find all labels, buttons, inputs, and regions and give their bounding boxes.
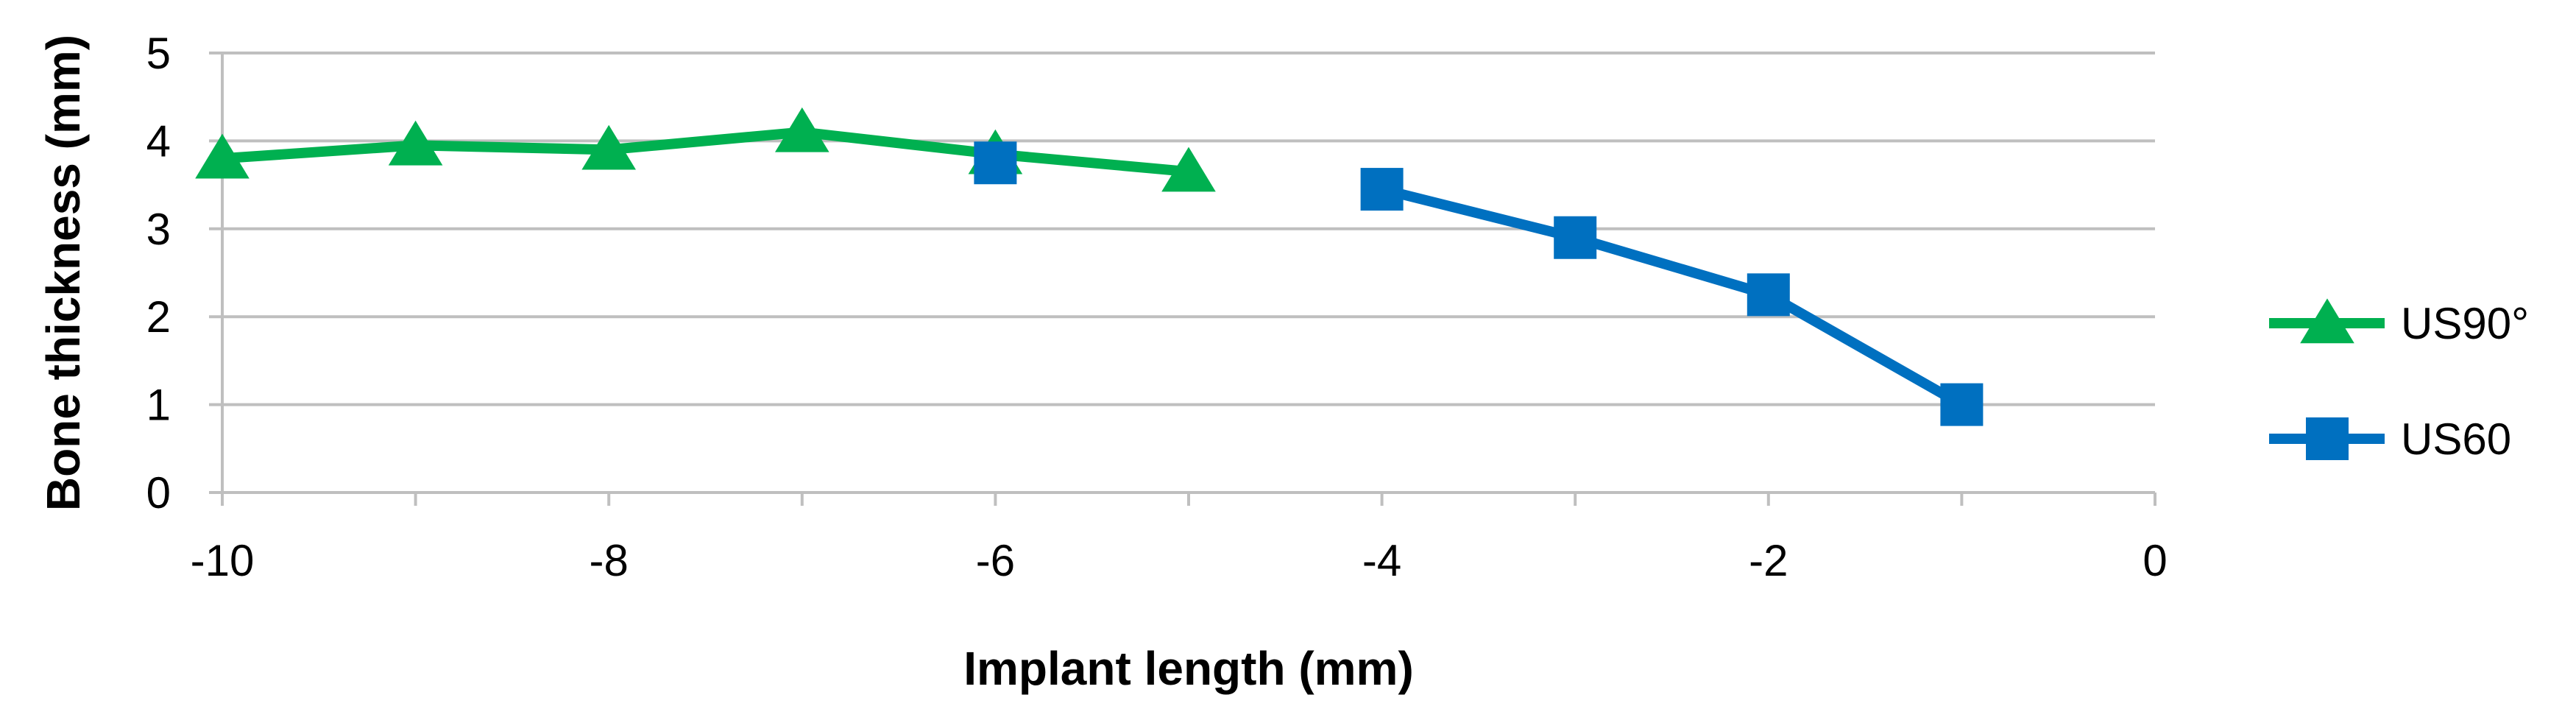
y-tick-label: 2	[146, 292, 171, 342]
series-line-segment	[1376, 184, 1581, 243]
series-line	[222, 127, 1189, 177]
series-layer	[195, 107, 1984, 426]
axes	[209, 52, 2156, 506]
legend-label: US90°	[2401, 299, 2529, 348]
series-1	[195, 107, 1216, 192]
x-tick-label: -10	[191, 536, 255, 585]
data-point-square	[1360, 168, 1404, 211]
legend: US90° US60	[2269, 298, 2529, 464]
y-tick-label: 5	[146, 29, 171, 78]
y-tick-label: 1	[146, 381, 171, 430]
y-tick-label: 0	[146, 468, 171, 518]
data-point-triangle	[775, 107, 829, 152]
x-tick-labels: -10 -8 -6 -4 -2 0	[191, 536, 2168, 585]
x-tick-label: -6	[976, 536, 1015, 585]
data-point-triangle	[388, 120, 443, 166]
legend-item-1: US90°	[2269, 298, 2529, 348]
series-2	[974, 141, 1984, 426]
legend-label: US60	[2401, 414, 2511, 464]
data-point-triangle	[195, 133, 250, 179]
data-point-square	[1747, 273, 1790, 317]
y-tick-label: 4	[146, 116, 171, 166]
legend-item-2: US60	[2269, 414, 2511, 464]
x-tick-label: 0	[2142, 536, 2167, 585]
data-point-triangle	[1161, 147, 1216, 192]
legend-marker-square	[2306, 417, 2349, 460]
legend-marker-triangle	[2300, 298, 2354, 344]
x-tick-label: -4	[1362, 536, 1401, 585]
data-point-square	[974, 141, 1017, 185]
x-tick-label: -8	[590, 536, 629, 585]
x-axis-title: Implant length (mm)	[963, 642, 1414, 695]
y-tick-labels: 0 1 2 3 4 5	[146, 29, 171, 518]
x-tick-label: -2	[1749, 536, 1788, 585]
series-line-segment	[1570, 232, 1774, 300]
data-point-square	[1554, 216, 1597, 259]
y-axis-title: Bone thickness (mm)	[37, 35, 90, 511]
series-line-segment	[1763, 289, 1967, 410]
data-point-triangle	[581, 124, 636, 170]
data-point-square	[1940, 383, 1984, 426]
y-tick-label: 3	[146, 205, 171, 254]
gridlines	[222, 52, 2155, 406]
